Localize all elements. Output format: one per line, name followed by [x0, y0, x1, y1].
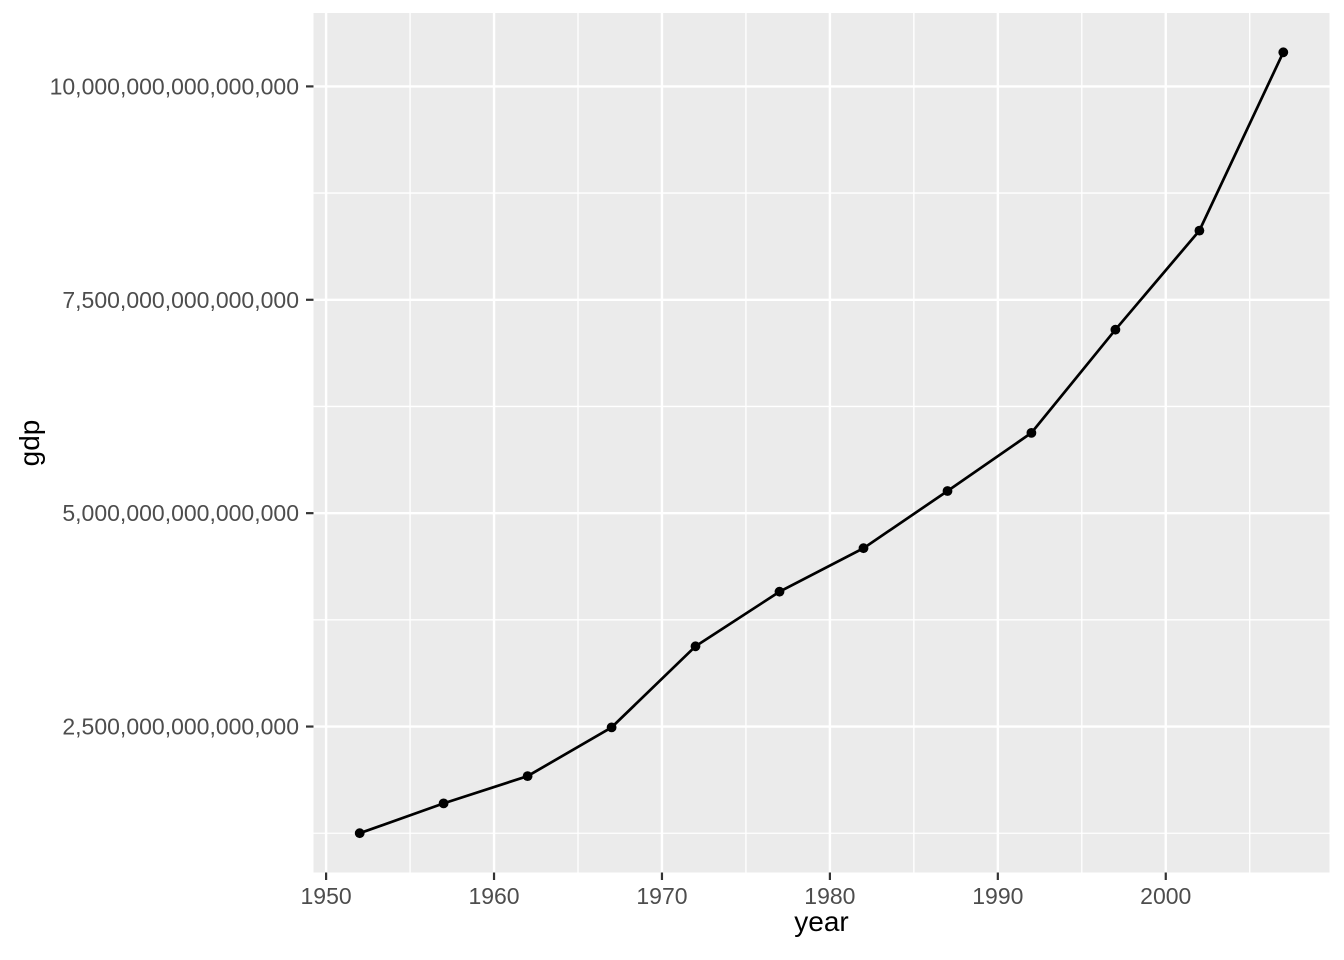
x-tick-label: 2000 — [1140, 883, 1191, 909]
data-point — [606, 722, 617, 733]
y-tick-label: 5,000,000,000,000,000 — [62, 500, 299, 526]
data-point — [858, 543, 869, 554]
x-tick-label: 1970 — [636, 883, 687, 909]
x-tick-label: 1950 — [301, 883, 352, 909]
data-point — [690, 641, 701, 652]
y-tick-label: 2,500,000,000,000,000 — [62, 714, 299, 740]
data-point — [1278, 47, 1289, 58]
x-axis-title: year — [794, 906, 849, 937]
data-point — [1026, 428, 1037, 438]
data-point — [1194, 225, 1205, 236]
data-point — [522, 771, 533, 781]
data-point — [942, 486, 953, 496]
x-tick-label: 1990 — [972, 883, 1023, 909]
y-tick-label: 10,000,000,000,000,000 — [50, 73, 299, 99]
x-tick-label: 1980 — [804, 883, 855, 909]
data-point — [1110, 324, 1121, 335]
data-point — [438, 798, 449, 809]
y-tick-label: 7,500,000,000,000,000 — [62, 287, 299, 313]
data-point — [774, 586, 785, 597]
gdp-line — [359, 51, 1285, 835]
panel-background — [313, 13, 1330, 873]
y-axis-title: gdp — [14, 419, 45, 467]
data-point — [354, 828, 365, 839]
x-tick-label: 1960 — [468, 883, 519, 909]
